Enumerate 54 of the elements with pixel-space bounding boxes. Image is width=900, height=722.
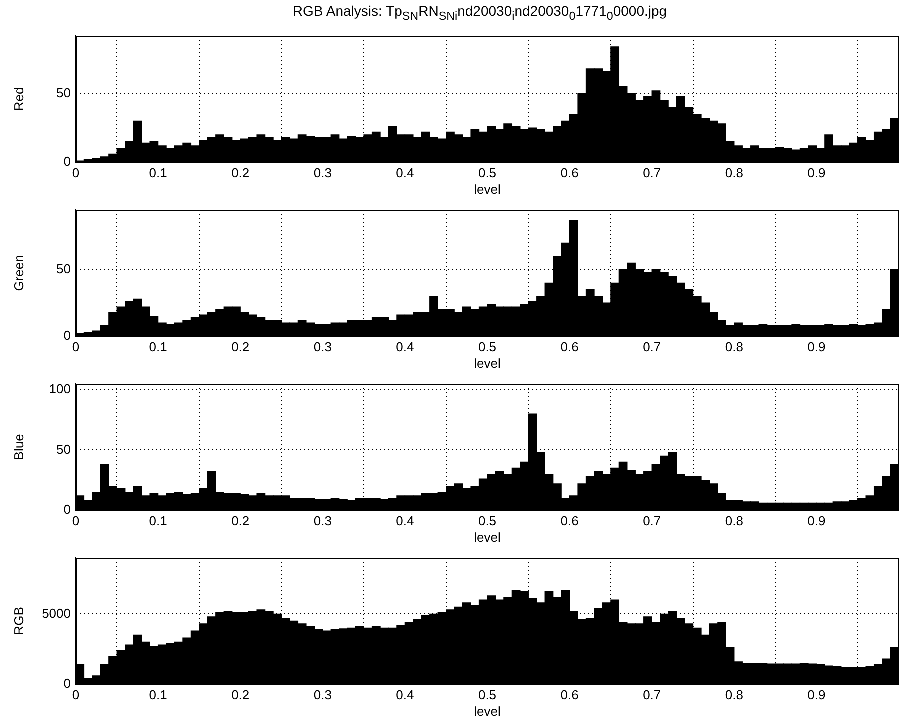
x-axis-title: level (474, 530, 501, 545)
x-tick-label: 0.7 (643, 339, 662, 354)
x-tick-label: 0.4 (396, 513, 414, 528)
x-tick-label: 0.2 (232, 165, 250, 180)
x-tick-label: 0.8 (725, 687, 744, 702)
x-tick-label: 0.7 (643, 165, 662, 180)
x-tick-label: 0.9 (808, 165, 826, 180)
x-tick-label: 0.3 (314, 687, 332, 702)
y-tick-label: 50 (56, 85, 72, 100)
y-tick-label: 0 (64, 676, 72, 691)
y-axis-title: Green (11, 255, 26, 292)
x-tick-label: 0.3 (314, 339, 332, 354)
x-tick-label: 0.5 (478, 513, 497, 528)
x-axis-title: level (474, 182, 501, 197)
y-tick-label: 5000 (42, 606, 71, 621)
y-tick-label: 0 (64, 154, 72, 169)
x-tick-label: 0.6 (560, 513, 579, 528)
x-tick-label: 0.5 (478, 687, 497, 702)
x-axis-title: level (474, 704, 501, 719)
x-tick-label: 0.1 (149, 687, 168, 702)
y-axis-title: RGB (11, 607, 26, 636)
x-tick-label: 0.7 (643, 513, 662, 528)
x-tick-label: 0.1 (149, 165, 168, 180)
x-tick-label: 0.5 (478, 165, 497, 180)
x-tick-label: 0.1 (149, 339, 168, 354)
y-tick-label: 0 (64, 502, 72, 517)
chart-title: RGB Analysis: Tp$_{SN}$RN$_{SNi}$nd20030$_{i}$nd20030$_{0}$1771$_{0}$0000.jpg (292, 3, 668, 23)
x-tick-label: 0.9 (808, 513, 826, 528)
x-tick-label: 0.5 (478, 339, 497, 354)
x-tick-label: 0.2 (232, 339, 250, 354)
x-tick-label: 0.4 (396, 687, 414, 702)
x-tick-label: 0.6 (560, 339, 579, 354)
x-tick-label: 0.4 (396, 165, 414, 180)
y-axis-title: Red (11, 87, 26, 112)
y-tick-label: 0 (64, 328, 72, 343)
y-tick-label: 50 (56, 261, 72, 276)
x-tick-label: 0.8 (725, 339, 744, 354)
x-tick-label: 0.2 (232, 687, 250, 702)
y-tick-label: 50 (56, 442, 72, 457)
x-tick-label: 0.6 (560, 687, 579, 702)
x-tick-label: 0.8 (725, 165, 744, 180)
x-tick-label: 0.6 (560, 165, 579, 180)
x-tick-label: 0.3 (314, 165, 332, 180)
x-tick-label: 0.4 (396, 339, 414, 354)
x-tick-label: 0.9 (808, 687, 826, 702)
x-tick-label: 0.9 (808, 339, 826, 354)
x-tick-label: 0.2 (232, 513, 250, 528)
y-tick-label: 100 (49, 382, 72, 397)
x-tick-label: 0.7 (643, 687, 662, 702)
x-tick-label: 0.1 (149, 513, 168, 528)
x-tick-label: 0.8 (725, 513, 744, 528)
x-axis-title: level (474, 356, 501, 371)
x-tick-label: 0.3 (314, 513, 332, 528)
y-axis-title: Blue (11, 434, 26, 460)
